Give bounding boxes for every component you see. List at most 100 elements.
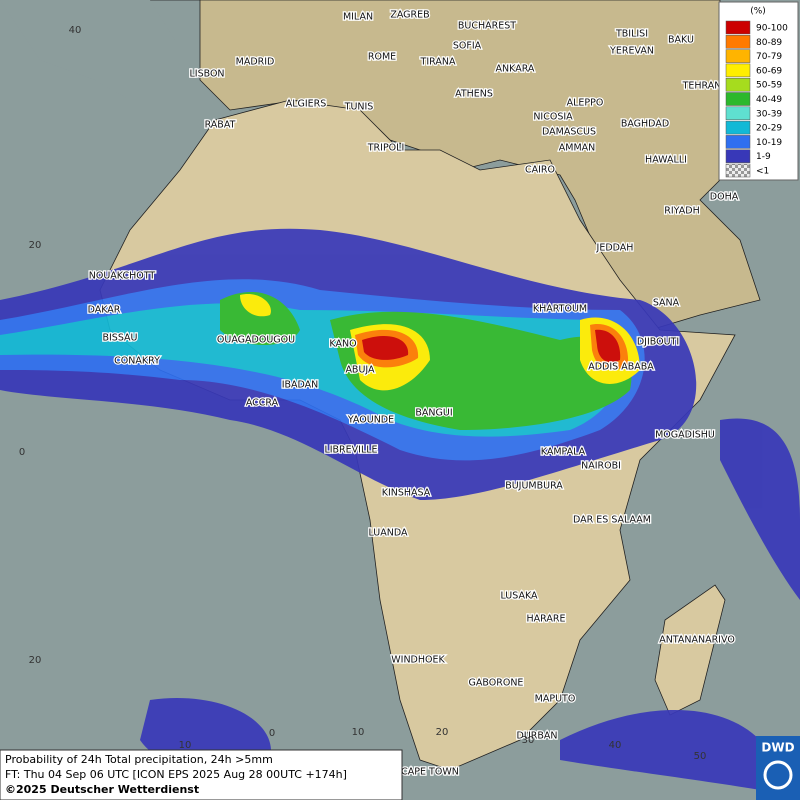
city-label: KHARTOUM <box>533 304 587 315</box>
city-label: BAKU <box>668 35 694 46</box>
grid-label: 10 <box>179 740 192 751</box>
grid-label: 20 <box>29 240 42 251</box>
grid-label: 10 <box>352 727 365 738</box>
legend-label: 10-19 <box>756 138 782 148</box>
legend-swatch <box>725 163 751 178</box>
caption-line: FT: Thu 04 Sep 06 UTC [ICON EPS 2025 Aug… <box>5 768 347 781</box>
precipitation <box>0 228 800 790</box>
city-label: NOUAKCHOTT <box>89 271 156 282</box>
grid-label: 50 <box>694 751 707 762</box>
city-label: RABAT <box>205 120 236 131</box>
city-label: AMMAN <box>559 143 596 154</box>
city-label: WINDHOEK <box>391 655 445 666</box>
city-label: ATHENS <box>455 89 493 100</box>
legend-swatch <box>725 149 751 163</box>
grid-label: 0 <box>19 447 25 458</box>
legend-swatch <box>725 20 751 35</box>
legend-swatch <box>725 135 751 149</box>
city-label: MAPUTO <box>535 694 576 705</box>
legend-swatch <box>725 92 751 106</box>
city-label: TIRANA <box>420 57 456 68</box>
grid-label: 30 <box>522 735 535 746</box>
city-label: DAMASCUS <box>542 127 596 138</box>
city-label: DURBAN <box>517 731 558 742</box>
grid-label: 20 <box>29 655 42 666</box>
city-label: LISBON <box>189 69 224 80</box>
city-label: CAPE TOWN <box>401 767 459 778</box>
legend-swatch <box>725 63 751 78</box>
city-label: LUANDA <box>368 528 408 539</box>
legend-items: 90-100 80-89 70-79 60-69 50-59 40-49 30-39 20-2… <box>725 20 788 178</box>
city-label: MILAN <box>343 12 373 23</box>
city-labels: MILAN ZAGREB BUCHAREST SOFIA ROME TIRANA MADRI… <box>86 8 740 779</box>
city-label: TEHRAN <box>682 81 722 92</box>
city-label: RIYADH <box>664 206 699 217</box>
city-label: HAWALLI <box>645 155 687 166</box>
grid-label: 20 <box>436 727 449 738</box>
grid-label: 40 <box>609 740 622 751</box>
city-label: BUCHAREST <box>458 21 516 32</box>
city-label: TRIPOLI <box>367 143 405 154</box>
city-label: JEDDAH <box>596 243 634 254</box>
city-label: YAOUNDE <box>347 415 394 426</box>
city-label: IBADAN <box>282 380 319 391</box>
city-label: MOGADISHU <box>655 430 715 441</box>
legend-label: 1-9 <box>756 152 771 162</box>
logo-text: DWD <box>761 741 794 755</box>
legend-label: 50-59 <box>756 81 782 91</box>
grid-label: 0 <box>269 728 275 739</box>
city-label: DOHA <box>710 192 739 203</box>
caption: Probability of 24h Total precipitation, … <box>0 749 403 800</box>
city-label: HARARE <box>527 614 566 625</box>
city-label: SOFIA <box>453 41 482 52</box>
legend-swatch <box>725 120 751 135</box>
city-label: ALGIERS <box>286 99 327 110</box>
city-label: ANKARA <box>496 64 535 75</box>
city-label: TBILISI <box>615 29 648 40</box>
city-label: SANA <box>653 298 680 309</box>
legend-label: 20-29 <box>756 124 782 134</box>
city-label: ROME <box>368 52 396 63</box>
city-label: TUNIS <box>344 102 374 113</box>
legend: (%) 90-100 80-89 70-79 60-69 50-59 40-49 30-39… <box>718 1 799 181</box>
caption-box <box>0 749 403 800</box>
city-label: DJIBOUTI <box>637 337 679 348</box>
city-label: GABORONE <box>469 678 524 689</box>
logo-icon <box>763 760 793 790</box>
legend-label: 70-79 <box>756 52 782 62</box>
city-label: LIBREVILLE <box>324 445 377 456</box>
city-label: DAKAR <box>88 305 121 316</box>
legend-swatch <box>725 35 751 49</box>
grid-label: 40 <box>69 25 82 36</box>
city-label: KAMPALA <box>541 447 586 458</box>
legend-label: 80-89 <box>756 38 782 48</box>
city-label: ZAGREB <box>390 10 429 21</box>
legend-title: (%) <box>750 7 766 17</box>
city-label: BUJUMBURA <box>505 481 563 492</box>
city-label: YEREVAN <box>609 46 654 57</box>
legend-label: <1 <box>756 167 769 177</box>
legend-label: 90-100 <box>756 24 788 34</box>
city-label: ACCRA <box>246 398 279 409</box>
city-label: NAIROBI <box>581 461 621 472</box>
city-label: LUSAKA <box>500 591 538 602</box>
grid-labels: 40 20 0 20 10 0 10 20 30 40 50 <box>19 25 707 762</box>
legend-label: 40-49 <box>756 95 782 105</box>
logo: DWD <box>756 736 800 800</box>
city-label: BAGHDAD <box>621 119 669 130</box>
city-label: DAR ES SALAAM <box>573 515 651 526</box>
legend-swatch <box>725 106 751 121</box>
city-label: KANO <box>329 339 356 350</box>
city-label: ABUJA <box>345 365 375 376</box>
city-label: BANGUI <box>415 408 452 419</box>
city-label: ANTANANARIVO <box>659 635 735 646</box>
city-label: ADDIS ABABA <box>588 362 654 373</box>
legend-swatch <box>725 49 751 63</box>
legend-swatch <box>725 77 751 92</box>
city-label: BISSAU <box>102 333 137 344</box>
legend-label: 60-69 <box>756 66 782 76</box>
caption-line: Probability of 24h Total precipitation, … <box>5 753 273 766</box>
city-label: OUAGADOUGOU <box>217 335 295 346</box>
caption-line: ©2025 Deutscher Wetterdienst <box>5 783 199 796</box>
city-label: CAIRO <box>525 165 555 176</box>
